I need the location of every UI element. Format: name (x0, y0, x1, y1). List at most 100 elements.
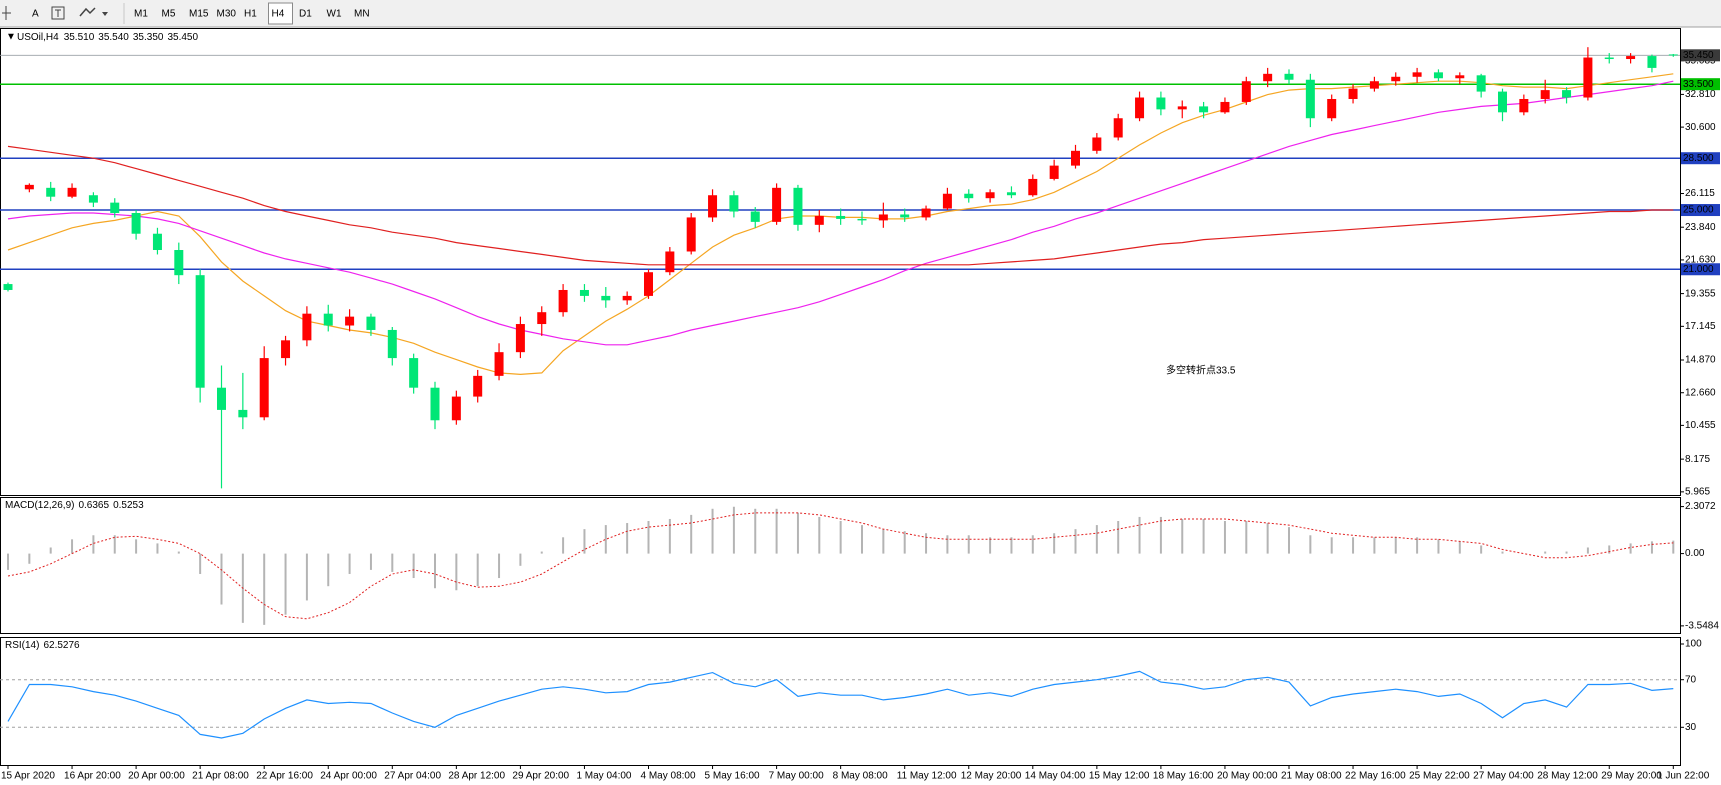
x-tick-label: 16 Apr 20:00 (64, 771, 121, 782)
candle-body (708, 195, 718, 218)
macd-signal: 0.5253 (113, 500, 144, 511)
y-tick-label: 30.600 (1685, 122, 1716, 133)
timeframe-button[interactable]: H4 (272, 9, 285, 20)
candle-body (1562, 90, 1572, 98)
y-tick-label: 32.810 (1685, 89, 1716, 100)
candle-body (1135, 97, 1145, 119)
plot-layer: 5.965 8.175 10.455 12.660 14.870 17.145 19.355… (0, 28, 1720, 782)
timeframe-button[interactable]: M15 (189, 9, 209, 20)
candle-body (217, 387, 226, 410)
panel-frame (0, 497, 1681, 634)
candle-body (1092, 137, 1102, 151)
candle-body (1049, 165, 1059, 179)
candle-body (985, 192, 995, 199)
arrows-tool[interactable] (79, 7, 108, 17)
y-tick-label: -3.5484 (1685, 621, 1719, 632)
cursor-tool[interactable] (2, 6, 11, 20)
candle-body (579, 289, 589, 296)
y-tick-label: 10.455 (1685, 420, 1716, 431)
candle-body (1071, 150, 1080, 166)
candle-body (1028, 178, 1038, 196)
candle-body (1604, 57, 1614, 60)
main-header: USOil,H4 35.510 35.540 35.350 35.450 (17, 32, 198, 43)
close: 35.450 (167, 32, 198, 43)
panel-frame (0, 28, 1681, 496)
candle-body (1113, 118, 1123, 138)
candle-body (1498, 91, 1507, 113)
candle-body (3, 284, 13, 290)
x-tick-label: 27 Apr 04:00 (384, 771, 441, 782)
x-tick-label: 4 May 08:00 (641, 771, 696, 782)
candle-body (1476, 75, 1486, 92)
candle-body (1647, 56, 1657, 68)
candle-body (1177, 106, 1187, 110)
candle-body (366, 316, 376, 330)
candle-body (238, 409, 248, 418)
candle-body (1327, 98, 1337, 119)
candle-body (857, 218, 867, 221)
candle-body (24, 184, 34, 190)
timeframe-bar: M1 M5 M15 M30 H1 H4 D1 W1 MN (134, 2, 370, 25)
collapse-icon[interactable]: ▼ (6, 32, 16, 43)
candle-body (1412, 72, 1422, 77)
label-tool[interactable] (51, 6, 65, 20)
x-tick-label: 15 Apr 2020 (1, 771, 55, 782)
timeframe-button[interactable]: W1 (327, 9, 342, 20)
candle-body (1391, 76, 1401, 82)
candle-body (451, 396, 461, 421)
macd-title: MACD(12,26,9) (5, 500, 74, 511)
x-tick-label: 11 May 12:00 (897, 771, 957, 782)
y-tick-label: 2.3072 (1685, 501, 1716, 512)
current-price-tag (1681, 49, 1720, 62)
candle-body (195, 275, 205, 388)
timeframe-button[interactable]: M1 (134, 9, 148, 20)
candle-body (921, 208, 931, 218)
level-tag (1681, 263, 1720, 276)
x-tick-label: 21 May 08:00 (1281, 771, 1342, 782)
level-tag (1681, 152, 1720, 165)
timeframe-button[interactable]: M30 (217, 9, 237, 20)
high: 35.540 (98, 32, 129, 43)
candle-body (131, 212, 141, 234)
candle-body (88, 195, 98, 203)
annotation: 多空转折点33.5 (1166, 364, 1236, 377)
candle-body (644, 272, 653, 296)
moving-average (7, 80, 1674, 346)
candle-body (1006, 192, 1016, 196)
low: 35.350 (133, 32, 164, 43)
x-tick-label: 5 May 16:00 (705, 771, 760, 782)
candle-body (750, 211, 760, 222)
level-tag-label: 21.000 (1683, 264, 1714, 275)
candle-body (558, 289, 568, 313)
candle-body (942, 193, 952, 209)
signal-line (7, 512, 1674, 620)
timeframe-button[interactable]: D1 (299, 9, 312, 20)
text-tool[interactable]: A (32, 9, 39, 20)
candle-body (772, 187, 782, 222)
candle-body (665, 251, 675, 273)
x-tick-label: 29 May 20:00 (1601, 771, 1662, 782)
y-tick-label: 12.660 (1685, 387, 1716, 398)
candle-body (1305, 79, 1315, 119)
timeframe-button[interactable]: M5 (162, 9, 176, 20)
y-tick-label: 70 (1685, 674, 1697, 685)
candle-body (1519, 98, 1529, 113)
candle-body (323, 313, 333, 326)
candle-body (601, 295, 611, 301)
candle-body (1199, 106, 1209, 113)
macd-header: MACD(12,26,9) 0.6365 0.5253 (5, 500, 144, 511)
candle-body (964, 193, 974, 199)
y-tick-label: 30 (1685, 722, 1697, 733)
timeframe-button[interactable]: H1 (244, 9, 257, 20)
level-tag-label: 28.500 (1683, 153, 1714, 164)
x-tick-label: 29 Apr 20:00 (512, 771, 569, 782)
candle-body (515, 324, 525, 353)
x-tick-label: 1 May 04:00 (576, 771, 631, 782)
timeframe-button[interactable]: MN (354, 9, 370, 20)
panel-frame (0, 637, 1681, 766)
x-tick-label: 14 May 04:00 (1025, 771, 1086, 782)
rsi-value: 62.5276 (43, 640, 80, 651)
x-tick-label: 7 May 00:00 (769, 771, 824, 782)
candle-body (793, 187, 803, 225)
